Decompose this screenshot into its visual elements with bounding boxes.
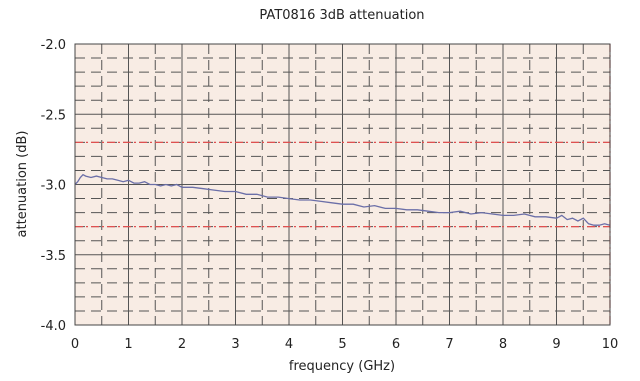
x-tick-label: 10 — [602, 337, 619, 352]
y-tick-label: -4.0 — [41, 319, 66, 334]
x-tick-label: 6 — [392, 337, 400, 352]
y-axis-label: attenuation (dB) — [15, 131, 30, 238]
y-tick-label: -2.5 — [41, 108, 66, 123]
series-line — [74, 173, 611, 226]
plot-frame — [74, 43, 611, 326]
x-tick-label: 8 — [499, 337, 507, 352]
y-tick-label: -2.0 — [41, 38, 66, 53]
y-tick-label: -3.0 — [41, 179, 66, 194]
minor-grid — [75, 44, 610, 325]
y-tick-labels: -2.0 -2.5 -3.0 -3.5 -4.0 — [41, 38, 66, 334]
x-tick-labels: 0 1 2 3 4 5 6 7 8 9 10 — [71, 337, 618, 352]
x-tick-label: 3 — [231, 337, 239, 352]
x-tick-label: 7 — [445, 337, 453, 352]
x-tick-label: 1 — [124, 337, 132, 352]
x-tick-label: 5 — [338, 337, 346, 352]
x-tick-label: 4 — [285, 337, 293, 352]
x-axis-label: frequency (GHz) — [289, 359, 395, 374]
x-tick-label: 0 — [71, 337, 79, 352]
y-tick-label: -3.5 — [41, 249, 66, 264]
series-layer — [74, 173, 611, 226]
x-tick-label: 2 — [178, 337, 186, 352]
chart-title: PAT0816 3dB attenuation — [259, 8, 424, 23]
x-tick-label: 9 — [552, 337, 560, 352]
